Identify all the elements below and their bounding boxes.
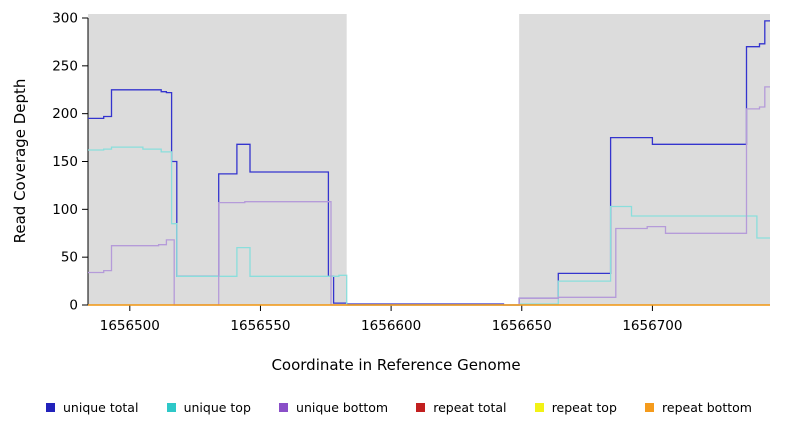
legend-swatch-icon [534, 403, 544, 412]
coverage-plot: 1656500 1656550 1656600 1656650 1656700 0 50 10… [11, 11, 770, 334]
x-tick-label: 1656550 [230, 318, 290, 334]
legend-swatch-icon [645, 403, 655, 412]
x-tick-label: 1656600 [361, 318, 421, 334]
x-tick-label: 1656500 [100, 318, 160, 334]
background-band [519, 14, 770, 305]
y-tick-label: 200 [52, 106, 78, 122]
y-tick-label: 150 [52, 154, 78, 170]
legend-label: unique top [183, 400, 251, 415]
legend-swatch-icon [46, 403, 55, 412]
y-tick-label: 50 [61, 250, 78, 266]
legend-label: repeat bottom [662, 400, 752, 415]
legend-swatch-icon [166, 403, 176, 412]
legend-label: repeat top [551, 400, 617, 415]
x-tick-label: 1656650 [492, 318, 552, 334]
legend-label: unique bottom [296, 400, 389, 415]
legend-label: unique total [63, 400, 139, 415]
y-tick-label: 0 [69, 298, 78, 314]
background-band [88, 14, 347, 305]
y-tick-label: 300 [52, 11, 78, 27]
y-tick-label: 250 [52, 58, 78, 74]
x-axis-label: Coordinate in Reference Genome [271, 356, 521, 374]
plot-layers: 1656500 1656550 1656600 1656650 1656700 0 50 10… [52, 11, 770, 334]
legend-label: repeat total [433, 400, 507, 415]
y-axis-label: Read Coverage Depth [11, 79, 29, 244]
legend-item-unique-total: unique total [46, 400, 138, 415]
legend-swatch-icon [279, 403, 289, 412]
series-unique-top [88, 146, 770, 306]
legend-item-unique-top: unique top [166, 400, 251, 415]
legend: unique total unique top unique bottom repea… [0, 400, 792, 415]
legend-item-repeat-bottom: repeat bottom [645, 400, 752, 415]
legend-item-repeat-total: repeat total [416, 400, 507, 415]
legend-swatch-icon [416, 403, 426, 412]
y-tick-label: 100 [52, 202, 78, 218]
x-tick-label: 1656700 [622, 318, 682, 334]
legend-item-unique-bottom: unique bottom [279, 400, 388, 415]
legend-item-repeat-top: repeat top [534, 400, 617, 415]
